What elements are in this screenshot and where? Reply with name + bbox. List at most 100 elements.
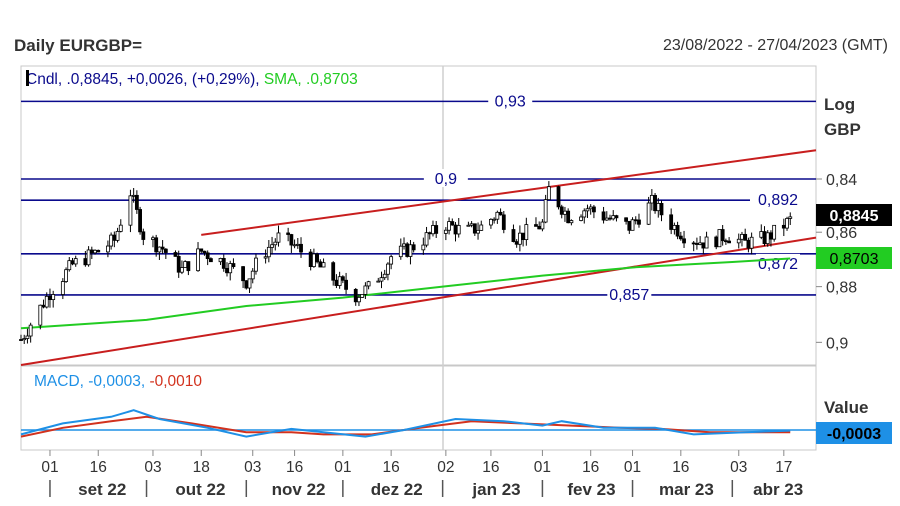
candle-body: [196, 248, 200, 272]
candle-body: [546, 186, 551, 201]
candle-body: [579, 216, 583, 221]
candle-body: [289, 234, 294, 246]
candle-body: [231, 263, 236, 268]
level-label: 0,892: [758, 192, 798, 209]
candle-body: [585, 208, 590, 212]
candle-body: [51, 294, 56, 301]
candle-body: [765, 232, 770, 245]
candle-body: [582, 210, 587, 218]
candle-body: [659, 203, 664, 216]
sma-line: [20, 257, 791, 330]
candle-body: [340, 276, 345, 281]
candle-body: [492, 218, 497, 221]
candle-body: [511, 229, 516, 242]
candle-body: [749, 236, 754, 249]
candle-body: [250, 270, 255, 280]
candle-body: [86, 249, 91, 266]
candle-body: [67, 260, 72, 271]
candle-body: [353, 288, 358, 303]
candle-body: [180, 267, 184, 273]
candle-body: [762, 231, 767, 245]
x-month-label: mar 23: [659, 480, 714, 499]
candle-body: [450, 221, 455, 226]
sma-path: [20, 257, 791, 330]
candle-body: [447, 221, 451, 231]
x-month-label: abr 23: [753, 480, 803, 499]
level-label: 0,9: [435, 171, 457, 188]
candle-body: [453, 224, 458, 235]
candle-body: [717, 229, 722, 248]
candle-body: [44, 295, 49, 308]
axis-title-value: Value: [824, 398, 868, 417]
candle-body: [608, 217, 612, 220]
candle-body: [601, 211, 606, 221]
x-day-label: 16: [482, 459, 499, 476]
macd-lines: [20, 409, 791, 438]
last-price-text: 0,8845: [830, 208, 879, 225]
candle-body: [489, 218, 493, 226]
candle-body: [649, 194, 654, 204]
candle-body: [286, 232, 291, 235]
candle-body: [627, 220, 632, 231]
candle-body: [315, 253, 320, 263]
candle-body: [701, 242, 706, 249]
candle-body: [48, 295, 52, 301]
y-tick-label: 0,9: [826, 335, 848, 352]
candle-body: [157, 246, 162, 253]
candle-body: [386, 263, 390, 275]
candle-body: [746, 239, 751, 249]
candle-body: [308, 251, 313, 267]
legend-change: +0,0026, (+0,29%),: [127, 71, 264, 88]
candle-body: [682, 238, 686, 244]
candle-body: [163, 248, 168, 253]
candle-body: [653, 194, 657, 212]
x-day-label: 03: [244, 459, 261, 476]
candle-body: [292, 244, 297, 247]
candle-body: [398, 245, 403, 258]
date-range: 23/08/2022 - 27/04/2023 (GMT): [662, 37, 888, 54]
candle-body: [134, 194, 139, 210]
candle-body: [344, 279, 348, 290]
candle-body: [22, 338, 27, 341]
candle-body: [128, 195, 133, 226]
candle-body: [73, 258, 78, 265]
candle-body: [563, 210, 567, 215]
sma-badge: [816, 247, 892, 269]
candle-body: [266, 246, 271, 258]
candle-body: [225, 267, 229, 274]
x-day-label: 17: [775, 459, 792, 476]
channel-lines: [20, 149, 817, 366]
candle-body: [331, 262, 336, 281]
candle-body: [38, 304, 43, 326]
x-axis: 01 16 03 18 03 16 01 16 02 16 01 16 01 16 03 17 set 22 ou…: [41, 450, 803, 499]
candle-body: [118, 224, 123, 232]
legend-sma: SMA, .0,8703: [264, 71, 358, 88]
x-month-label: jan 23: [471, 480, 520, 499]
candle-body: [695, 243, 699, 245]
candle-body: [427, 232, 432, 235]
candle-body: [208, 258, 213, 263]
candle-body: [469, 223, 474, 226]
candle-body: [743, 233, 748, 241]
candle-body: [466, 224, 471, 227]
signal-line: [20, 415, 791, 438]
candle-body: [199, 248, 204, 252]
candle-body: [154, 237, 159, 253]
candle-body: [637, 219, 641, 225]
candle-body: [263, 256, 268, 259]
candle-body: [160, 246, 165, 250]
candle-body: [759, 231, 764, 238]
candle-body: [318, 261, 323, 268]
candle-body: [402, 243, 406, 247]
level-label: 0,93: [495, 93, 526, 110]
candle-body: [501, 214, 506, 230]
candle-body: [141, 231, 146, 240]
candle-body: [408, 244, 413, 257]
candle-body: [678, 235, 683, 240]
candle-body: [376, 280, 381, 283]
macd-line: [20, 409, 791, 438]
candle-body: [241, 266, 245, 282]
level-label-bg: [488, 91, 533, 110]
candle-body: [614, 215, 619, 219]
